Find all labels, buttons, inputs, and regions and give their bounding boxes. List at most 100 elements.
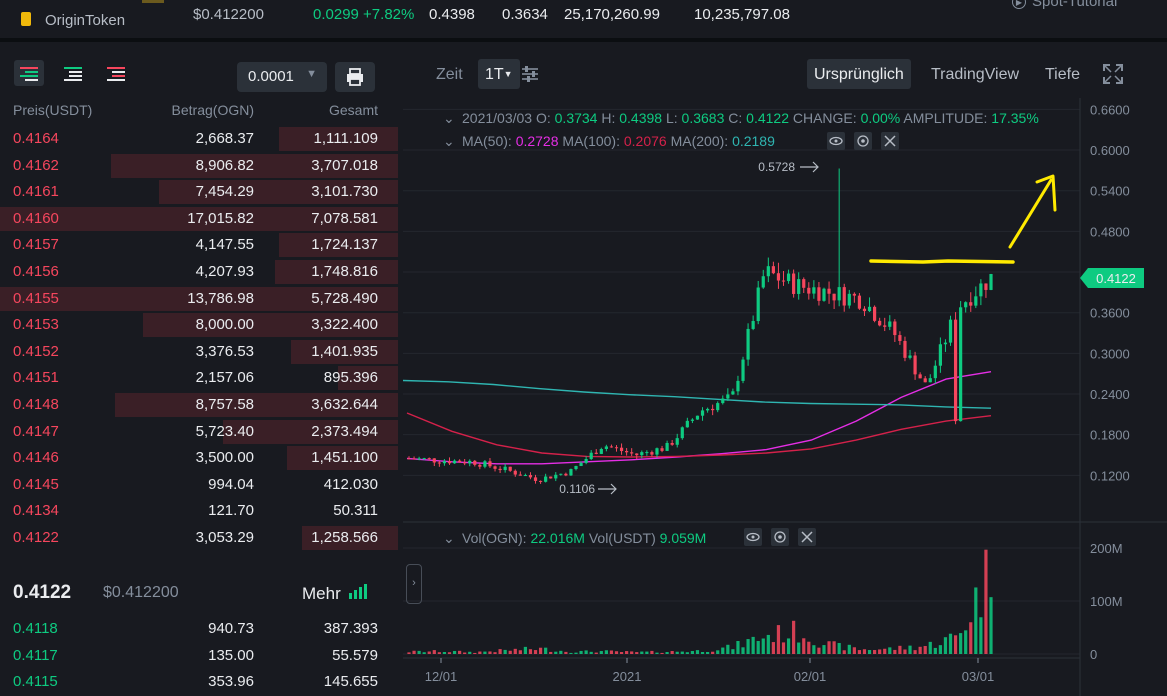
current-price-tag: 0.4122 (1080, 268, 1144, 288)
expand-panel-handle[interactable]: › (406, 564, 422, 604)
ask-total: 3,322.400 (311, 316, 378, 334)
volume-bar (878, 649, 882, 654)
tab-depth[interactable]: Tiefe (1045, 66, 1080, 83)
volume-bar (640, 651, 644, 654)
volume-bar (700, 652, 705, 654)
tab-tradingview[interactable]: TradingView (931, 66, 1020, 83)
ask-price: 0.4134 (13, 502, 59, 520)
volume-bar (716, 650, 720, 654)
candle-body (549, 476, 553, 479)
ask-row[interactable]: 0.4160 17,015.82 7,078.581 (0, 206, 400, 232)
ask-row[interactable]: 0.4146 3,500.00 1,451.100 (0, 445, 400, 471)
ask-amount: 4,147.55 (195, 236, 254, 254)
play-icon: ▶ (1012, 0, 1026, 9)
bid-total: 55.579 (332, 646, 378, 664)
spot-tutorial-link[interactable]: ▶ Spot-Tutorial (1012, 0, 1117, 10)
bid-row[interactable]: 0.4118 940.73 387.393 (0, 616, 400, 642)
ask-depth-bar (143, 313, 398, 338)
legend-collapse-icon[interactable]: ⌄ (443, 110, 455, 126)
candle-body (473, 460, 477, 465)
ma50-value: 0.2728 (516, 133, 559, 149)
ask-depth-bar (0, 286, 398, 311)
candle-body (554, 474, 558, 479)
ask-amount: 3,053.29 (195, 529, 254, 546)
ask-amount: 8,906.82 (195, 156, 254, 174)
candle-body (731, 391, 735, 395)
candle-body (964, 302, 968, 308)
ask-price: 0.4161 (13, 183, 59, 201)
candle-body (721, 398, 725, 404)
legend-amplitude: 17.35% (991, 110, 1038, 126)
volume-bar (741, 647, 745, 654)
volume-bar (766, 634, 770, 654)
candle-body (574, 466, 578, 470)
ask-row[interactable]: 0.4156 4,207.93 1,748.816 (0, 259, 400, 285)
volume-bar (933, 647, 937, 654)
price-axis-tick: 0.6000 (1090, 143, 1130, 158)
ask-row[interactable]: 0.4157 4,147.55 1,724.137 (0, 232, 400, 258)
candle-body (812, 287, 816, 294)
view-bids-button[interactable] (58, 60, 88, 86)
coin-name[interactable]: OriginToken (45, 12, 126, 29)
x-axis-tick: 12/01 (425, 669, 458, 684)
bid-amount: 940.73 (208, 620, 254, 637)
bid-row[interactable]: 0.4117 135.00 55.579 (0, 643, 400, 669)
candle-body (802, 279, 806, 288)
ask-row[interactable]: 0.4148 8,757.58 3,632.644 (0, 392, 400, 418)
tab-original[interactable]: Ursprünglich (807, 59, 911, 89)
bid-row[interactable]: 0.4115 353.96 145.655 (0, 669, 400, 695)
candle-body (837, 287, 841, 301)
ask-row[interactable]: 0.4134 121.70 50.311 (0, 498, 400, 524)
ask-row[interactable]: 0.4145 994.04 412.030 (0, 472, 400, 498)
volume-bar (817, 647, 821, 654)
candle-body (604, 446, 608, 449)
volume-bar (675, 651, 679, 654)
price-chart[interactable]: 0.66000.60000.54000.48000.42000.36000.30… (403, 46, 1167, 696)
ask-depth-bar (279, 233, 398, 258)
ask-depth-bar (159, 180, 398, 205)
ask-row[interactable]: 0.4162 8,906.82 3,707.018 (0, 153, 400, 179)
candle-body (711, 408, 715, 411)
candle-body (761, 276, 765, 288)
price-axis-tick: 0.3000 (1090, 346, 1130, 361)
candle-body (771, 266, 775, 274)
volume-bar (776, 625, 781, 654)
ask-row[interactable]: 0.4161 7,454.29 3,101.730 (0, 179, 400, 205)
ma-collapse-icon[interactable]: ⌄ (443, 133, 455, 149)
printer-icon (347, 68, 363, 86)
ask-price: 0.4164 (13, 130, 59, 147)
indicator-settings-icon[interactable] (520, 65, 540, 83)
legend-low: 0.3683 (682, 110, 725, 126)
ask-total: 1,724.137 (311, 236, 378, 254)
candle-body (533, 477, 538, 481)
time-label: Zeit (436, 66, 463, 83)
volume-axis-tick: 0 (1090, 647, 1097, 662)
ask-row[interactable]: 0.4164 2,668.37 1,111.109 (0, 126, 400, 152)
ask-row[interactable]: 0.4152 3,376.53 1,401.935 (0, 339, 400, 365)
precision-select[interactable]: 0.0001 ▼ (237, 62, 327, 92)
more-link[interactable]: Mehr (302, 584, 370, 604)
vol-collapse-icon[interactable]: ⌄ (443, 530, 455, 546)
fullscreen-icon[interactable] (1103, 64, 1123, 84)
view-asks-button[interactable] (101, 60, 131, 86)
print-button[interactable] (335, 62, 375, 92)
candle-body (928, 378, 932, 383)
ask-row[interactable]: 0.4147 5,723.40 2,373.494 (0, 419, 400, 445)
ask-price: 0.4157 (13, 236, 59, 254)
candle-body (695, 415, 700, 420)
ask-row[interactable]: 0.4151 2,157.06 895.396 (0, 365, 400, 391)
volume-bar (594, 652, 598, 654)
x-axis-tick: 03/01 (962, 669, 995, 684)
view-both-button[interactable] (14, 60, 44, 86)
chart-toolbar: Zeit 1T▼ Ursprünglich TradingView Tiefe (403, 46, 1167, 98)
candle-body (913, 355, 917, 375)
ask-amount: 2,668.37 (195, 130, 254, 147)
ask-row[interactable]: 0.4122 3,053.29 1,258.566 (0, 525, 400, 551)
interval-value: 1T (485, 66, 504, 83)
ask-row[interactable]: 0.4155 13,786.98 5,728.490 (0, 286, 400, 312)
ask-row[interactable]: 0.4153 8,000.00 3,322.400 (0, 312, 400, 338)
candle-body (979, 283, 983, 297)
price-axis-tick: 0.3600 (1090, 306, 1130, 321)
volume-bar (528, 649, 533, 654)
interval-select[interactable]: 1T▼ (478, 59, 520, 89)
